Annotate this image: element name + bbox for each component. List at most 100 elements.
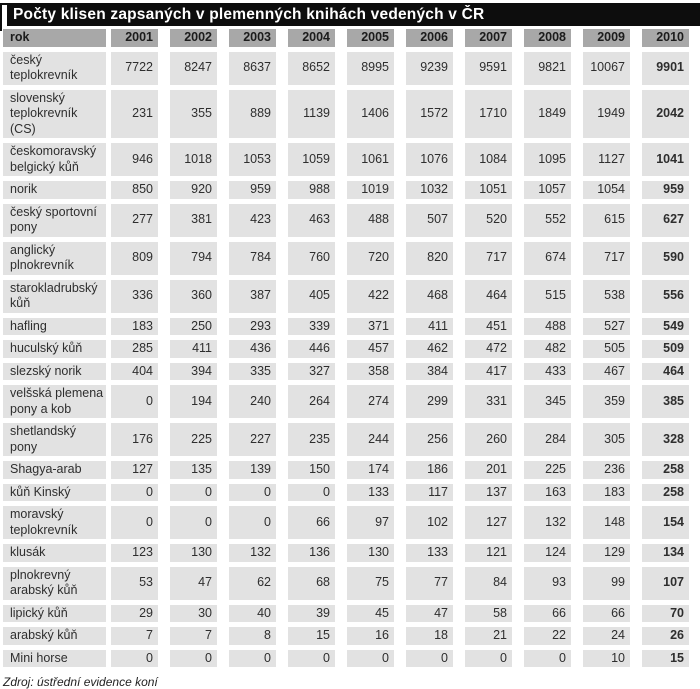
value-cell: 1127 xyxy=(583,143,642,181)
value-cell: 30 xyxy=(170,604,229,627)
column-header-year: 2003 xyxy=(229,29,288,52)
value-cell: 225 xyxy=(524,461,583,484)
value-cell: 97 xyxy=(347,506,406,544)
row-label: klusák xyxy=(3,544,111,567)
value-cell: 717 xyxy=(583,241,642,280)
value-cell: 102 xyxy=(406,506,465,544)
value-cell: 250 xyxy=(170,317,229,340)
column-header-year: 2007 xyxy=(465,29,524,52)
table-row: anglický plnokrevník 809 794 784 760 720 820 71… xyxy=(3,241,692,280)
value-cell: 8995 xyxy=(347,51,406,90)
value-cell: 9821 xyxy=(524,51,583,90)
value-cell: 674 xyxy=(524,241,583,280)
value-cell: 15 xyxy=(288,627,347,650)
value-cell: 127 xyxy=(465,506,524,544)
value-cell: 433 xyxy=(524,362,583,385)
value-cell: 360 xyxy=(170,279,229,318)
value-cell: 150 xyxy=(288,461,347,484)
value-cell: 552 xyxy=(524,203,583,242)
value-cell: 186 xyxy=(406,461,465,484)
value-cell: 339 xyxy=(288,317,347,340)
value-cell: 66 xyxy=(524,604,583,627)
row-label: český sportovní pony xyxy=(3,203,111,242)
value-cell: 134 xyxy=(642,544,692,567)
row-label: hafling xyxy=(3,317,111,340)
value-cell: 7 xyxy=(111,627,170,650)
value-cell: 946 xyxy=(111,143,170,181)
row-label: starokladrubský kůň xyxy=(3,279,111,318)
value-cell: 75 xyxy=(347,566,406,605)
value-cell: 183 xyxy=(111,317,170,340)
source-note: Zdroj: ústřední evidence koní xyxy=(3,675,158,689)
value-cell: 194 xyxy=(170,385,229,423)
value-cell: 8637 xyxy=(229,51,288,90)
value-cell: 124 xyxy=(524,544,583,567)
value-cell: 284 xyxy=(524,423,583,461)
row-label: arabský kůň xyxy=(3,627,111,650)
value-cell: 889 xyxy=(229,89,288,143)
value-cell: 394 xyxy=(170,362,229,385)
value-cell: 174 xyxy=(347,461,406,484)
value-cell: 0 xyxy=(111,506,170,544)
table-row: slezský norik 404 394 335 327 358 384 417 433 467… xyxy=(3,362,692,385)
table-row: shetlandský pony 176 225 227 235 244 256 260 284… xyxy=(3,423,692,461)
value-cell: 505 xyxy=(583,340,642,363)
table-row: velšská plemena pony a kob 0 194 240 264 274 2… xyxy=(3,385,692,423)
value-cell: 0 xyxy=(347,649,406,672)
value-cell: 47 xyxy=(170,566,229,605)
row-label: plnokrevný arabský kůň xyxy=(3,566,111,605)
value-cell: 359 xyxy=(583,385,642,423)
value-cell: 381 xyxy=(170,203,229,242)
value-cell: 457 xyxy=(347,340,406,363)
value-cell: 1051 xyxy=(465,181,524,204)
value-cell: 26 xyxy=(642,627,692,650)
row-label: český teplokrevník xyxy=(3,51,111,90)
value-cell: 0 xyxy=(465,649,524,672)
value-cell: 299 xyxy=(406,385,465,423)
value-cell: 371 xyxy=(347,317,406,340)
value-cell: 327 xyxy=(288,362,347,385)
column-header-year: 2010 xyxy=(642,29,692,52)
value-cell: 384 xyxy=(406,362,465,385)
value-cell: 0 xyxy=(111,385,170,423)
value-cell: 411 xyxy=(406,317,465,340)
value-cell: 2042 xyxy=(642,89,692,143)
row-label: Mini horse xyxy=(3,649,111,672)
value-cell: 244 xyxy=(347,423,406,461)
value-cell: 345 xyxy=(524,385,583,423)
value-cell: 8 xyxy=(229,627,288,650)
row-label: slezský norik xyxy=(3,362,111,385)
table-row: arabský kůň 7 7 8 15 16 18 21 22 24 26 xyxy=(3,627,692,650)
value-cell: 411 xyxy=(170,340,229,363)
value-cell: 446 xyxy=(288,340,347,363)
value-cell: 148 xyxy=(583,506,642,544)
value-cell: 1139 xyxy=(288,89,347,143)
table-row: český teplokrevník 7722 8247 8637 8652 8995 92… xyxy=(3,51,692,90)
value-cell: 959 xyxy=(642,181,692,204)
value-cell: 129 xyxy=(583,544,642,567)
value-cell: 0 xyxy=(229,649,288,672)
value-cell: 615 xyxy=(583,203,642,242)
value-cell: 1054 xyxy=(583,181,642,204)
value-cell: 387 xyxy=(229,279,288,318)
value-cell: 132 xyxy=(524,506,583,544)
value-cell: 509 xyxy=(642,340,692,363)
value-cell: 920 xyxy=(170,181,229,204)
value-cell: 107 xyxy=(642,566,692,605)
frame-left-rule xyxy=(0,3,2,31)
value-cell: 488 xyxy=(347,203,406,242)
value-cell: 0 xyxy=(170,506,229,544)
value-cell: 135 xyxy=(170,461,229,484)
value-cell: 117 xyxy=(406,483,465,506)
value-cell: 1849 xyxy=(524,89,583,143)
value-cell: 0 xyxy=(524,649,583,672)
value-cell: 10067 xyxy=(583,51,642,90)
row-label: velšská plemena pony a kob xyxy=(3,385,111,423)
table-row: plnokrevný arabský kůň 53 47 62 68 75 77 84 93 99… xyxy=(3,566,692,605)
value-cell: 39 xyxy=(288,604,347,627)
value-cell: 0 xyxy=(288,483,347,506)
value-cell: 53 xyxy=(111,566,170,605)
value-cell: 24 xyxy=(583,627,642,650)
table-row: lipický kůň 29 30 40 39 45 47 58 66 66 70 xyxy=(3,604,692,627)
value-cell: 482 xyxy=(524,340,583,363)
